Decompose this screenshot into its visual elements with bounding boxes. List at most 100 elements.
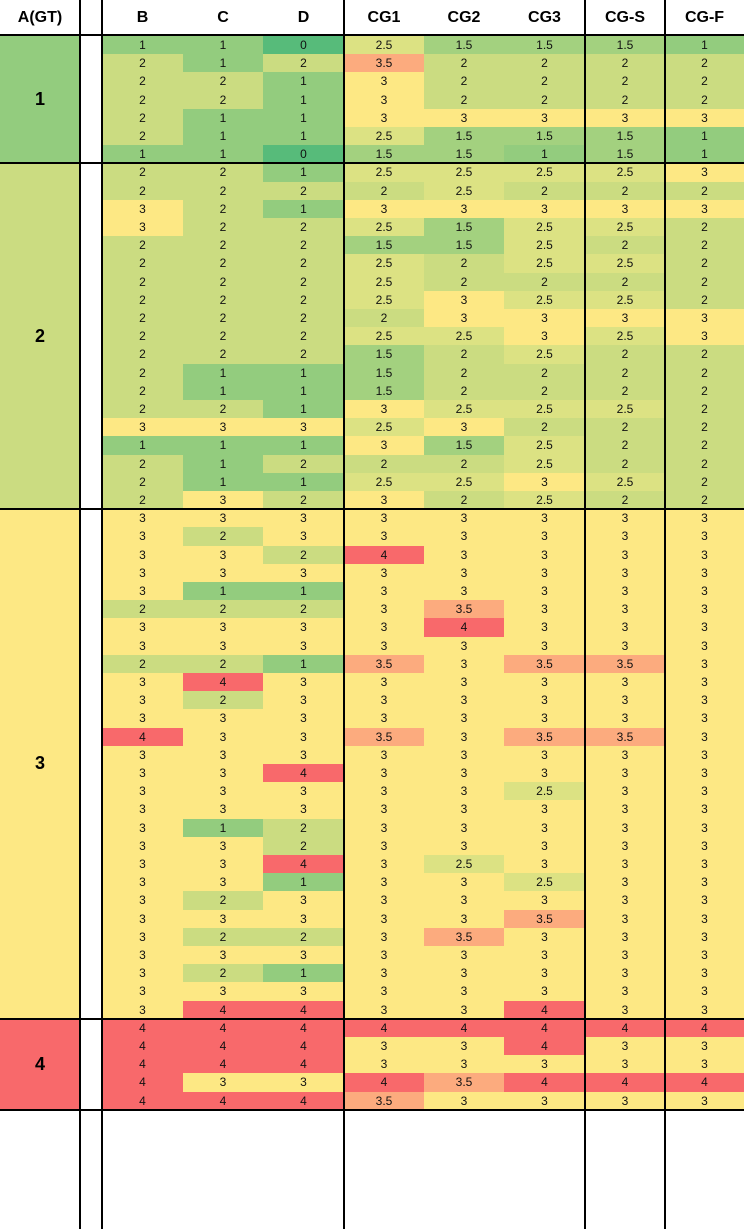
score-cell: 3: [665, 946, 744, 965]
score-cell: 3: [344, 946, 424, 965]
score-cell: 3: [344, 745, 424, 764]
score-cell: 2: [183, 964, 263, 983]
score-cell: 3: [504, 636, 585, 655]
score-cell: 2.5: [424, 163, 504, 182]
score-cell: 1.5: [424, 145, 504, 164]
score-cell: 1.5: [504, 127, 585, 146]
score-cell: 3: [183, 836, 263, 855]
score-cell: 3: [102, 691, 183, 710]
score-cell: 3: [263, 709, 344, 728]
score-cell: 1: [263, 163, 344, 182]
column-divider: [584, 0, 586, 1229]
score-cell: 3: [263, 909, 344, 928]
column-header: CG-F: [665, 0, 744, 36]
score-cell: 2: [585, 181, 665, 200]
score-cell: 3.5: [424, 927, 504, 946]
score-cell: 4: [504, 1018, 585, 1037]
score-cell: 3: [504, 600, 585, 619]
score-cell: 3: [102, 764, 183, 783]
score-cell: 2: [263, 254, 344, 273]
score-cell: 3: [504, 745, 585, 764]
score-cell: 3: [585, 108, 665, 127]
score-cell: 3.5: [504, 727, 585, 746]
score-cell: 3: [424, 909, 504, 928]
score-cell: 3: [344, 818, 424, 837]
column-header: CG2: [424, 0, 504, 36]
score-cell: 3: [665, 309, 744, 328]
score-cell: 3: [102, 836, 183, 855]
score-cell: 2: [665, 236, 744, 255]
score-cell: 1: [263, 381, 344, 400]
score-cell: 3: [102, 946, 183, 965]
score-cell: 2.5: [344, 163, 424, 182]
score-cell: 3: [102, 563, 183, 582]
score-cell: 2: [504, 54, 585, 73]
score-cell: 3: [183, 873, 263, 892]
score-cell: 4: [102, 727, 183, 746]
score-cell: 1: [665, 145, 744, 164]
score-cell: 3: [665, 709, 744, 728]
score-cell: 2: [102, 54, 183, 73]
score-cell: 3: [504, 527, 585, 546]
score-cell: 2: [183, 272, 263, 291]
score-cell: 2.5: [424, 400, 504, 419]
score-cell: 3: [263, 782, 344, 801]
score-cell: 2: [504, 418, 585, 437]
score-cell: 3: [344, 673, 424, 692]
score-cell: 4: [102, 1037, 183, 1056]
score-cell: 3: [102, 636, 183, 655]
score-cell: 4: [183, 1055, 263, 1074]
score-cell: 3: [344, 927, 424, 946]
score-cell: 2: [102, 400, 183, 419]
score-cell: 3: [665, 1000, 744, 1019]
score-cell: 3: [183, 764, 263, 783]
score-cell: 3: [585, 527, 665, 546]
score-cell: 3: [424, 654, 504, 673]
score-cell: 2: [585, 272, 665, 291]
score-cell: 3: [102, 509, 183, 528]
score-cell: 3: [585, 946, 665, 965]
score-cell: 2: [665, 472, 744, 491]
score-cell: 3: [504, 836, 585, 855]
score-cell: 2: [344, 454, 424, 473]
score-cell: 2: [665, 90, 744, 109]
spacer-column: [80, 1018, 102, 1110]
score-cell: 2.5: [344, 272, 424, 291]
score-cell: 2.5: [424, 855, 504, 874]
score-cell: 3: [102, 782, 183, 801]
score-cell: 3: [263, 727, 344, 746]
score-cell: 2: [263, 836, 344, 855]
score-cell: 3: [585, 600, 665, 619]
score-cell: 3: [665, 636, 744, 655]
score-cell: 2: [263, 181, 344, 200]
score-cell: 3: [424, 108, 504, 127]
column-header: CG3: [504, 0, 585, 36]
score-cell: 3: [665, 982, 744, 1001]
score-cell: 3: [424, 709, 504, 728]
score-cell: 3: [585, 1091, 665, 1110]
score-cell: 2: [102, 127, 183, 146]
group-label: 2: [0, 163, 80, 510]
score-cell: 3: [344, 782, 424, 801]
score-cell: 1.5: [344, 345, 424, 364]
score-cell: 2: [585, 418, 665, 437]
score-cell: 3: [183, 782, 263, 801]
score-cell: 2: [263, 218, 344, 237]
score-cell: 2: [424, 381, 504, 400]
score-cell: 2: [665, 54, 744, 73]
group-divider: [0, 162, 744, 165]
score-cell: 3: [585, 855, 665, 874]
score-cell: 2: [183, 327, 263, 346]
score-cell: 3.5: [344, 1091, 424, 1110]
score-cell: 3: [102, 891, 183, 910]
score-cell: 4: [665, 1018, 744, 1037]
score-cell: 1.5: [424, 218, 504, 237]
score-cell: 3: [665, 618, 744, 637]
score-cell: 1: [263, 199, 344, 218]
score-cell: 3: [665, 909, 744, 928]
score-cell: 3: [585, 891, 665, 910]
score-cell: 2.5: [585, 290, 665, 309]
score-cell: 3: [504, 582, 585, 601]
score-cell: 2: [102, 254, 183, 273]
score-cell: 1.5: [424, 436, 504, 455]
